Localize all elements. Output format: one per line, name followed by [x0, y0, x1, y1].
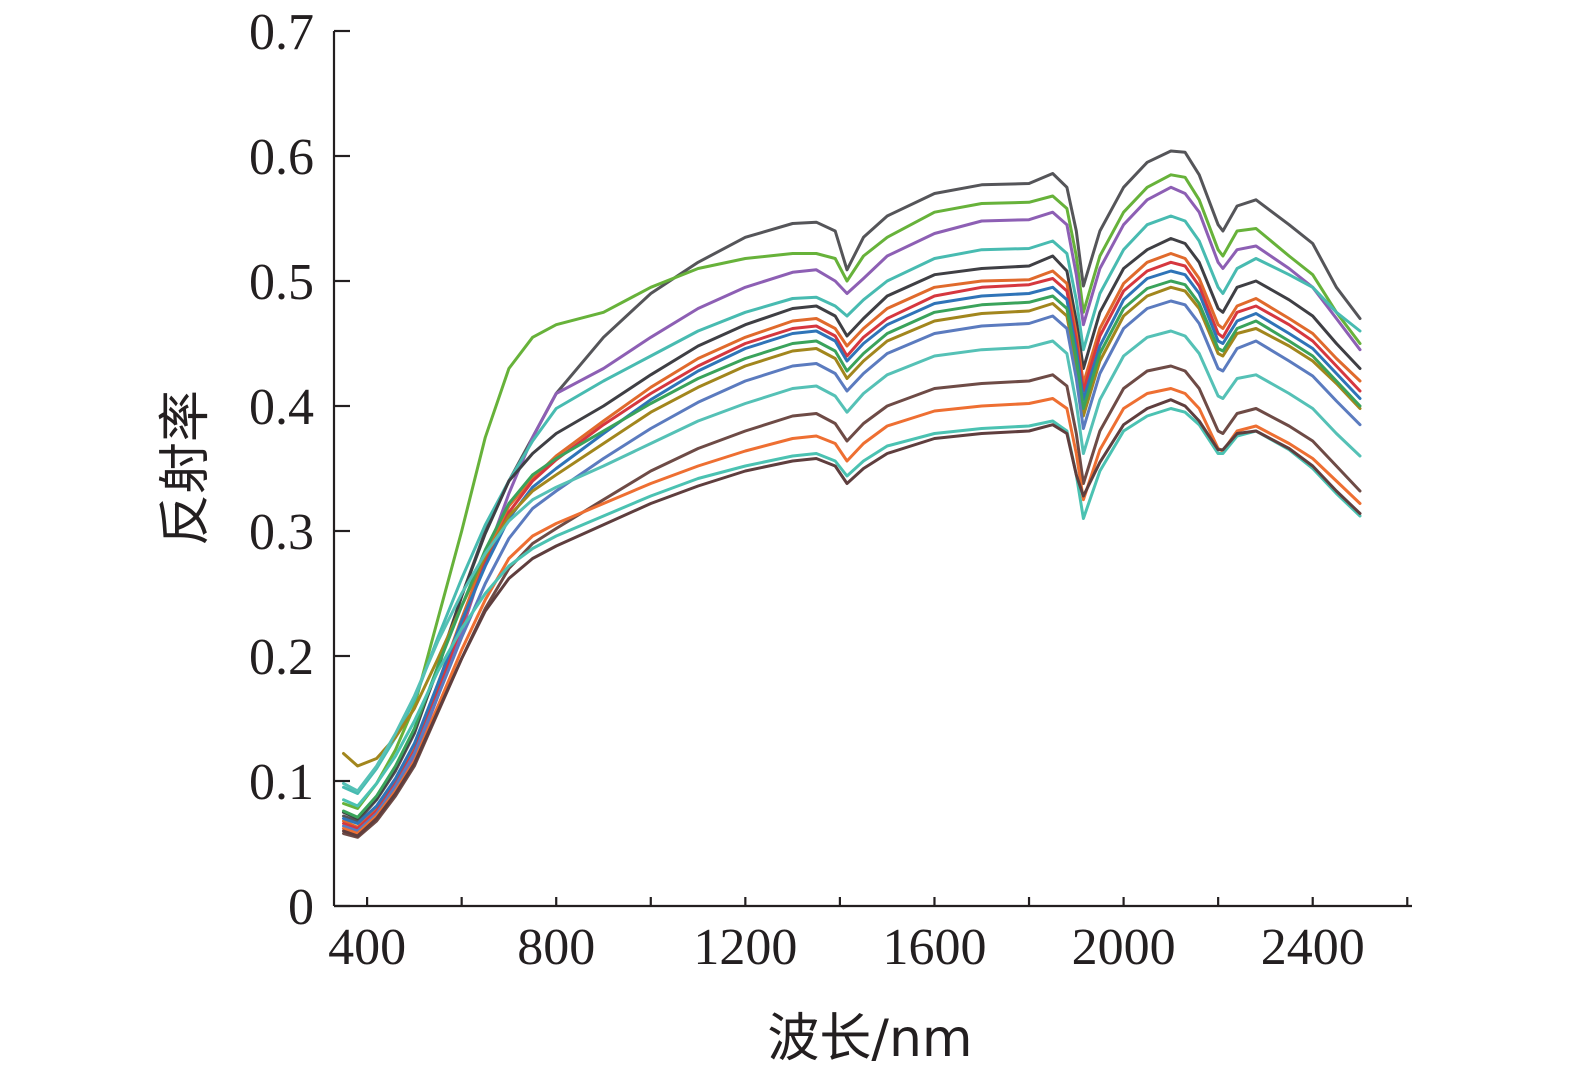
ticks: 0 0.1 0.2 0.3 0.4 0.5 0.6 0.7 400 800 1200 1600 2000…	[249, 4, 1409, 976]
series-line-14	[342, 387, 1362, 835]
series-line-16	[342, 398, 1362, 838]
y-tick-label: 0.7	[249, 4, 314, 61]
x-tick-label: 800	[517, 919, 595, 976]
series-line-2	[342, 173, 1362, 810]
x-tick-label: 2400	[1261, 919, 1365, 976]
x-axis-title: 波长/nm	[767, 1009, 972, 1069]
series-line-15	[342, 407, 1362, 808]
series-line-4	[342, 214, 1362, 795]
y-tick-label: 0.2	[249, 629, 314, 686]
axes	[332, 31, 1412, 908]
series-line-1	[342, 149, 1362, 823]
series-line-10	[342, 279, 1362, 819]
x-tick-label: 1200	[693, 919, 797, 976]
series-line-12	[342, 329, 1362, 793]
series-line-8	[342, 269, 1362, 825]
x-tick-label: 1600	[882, 919, 986, 976]
y-tick-label: 0.1	[249, 754, 314, 811]
x-tick-label: 2000	[1072, 919, 1176, 976]
y-tick-label: 0.4	[249, 379, 314, 436]
y-tick-label: 0.6	[249, 129, 314, 186]
y-tick-label: 0.3	[249, 504, 314, 561]
x-tick-label: 400	[328, 919, 406, 976]
y-axis-title: 反射率	[156, 390, 216, 546]
y-tick-label: 0	[288, 879, 314, 936]
series-line-5	[342, 237, 1362, 820]
series-layer	[342, 149, 1362, 839]
y-tick-label: 0.5	[249, 254, 314, 311]
series-line-11	[342, 299, 1362, 833]
series-line-9	[342, 285, 1362, 768]
